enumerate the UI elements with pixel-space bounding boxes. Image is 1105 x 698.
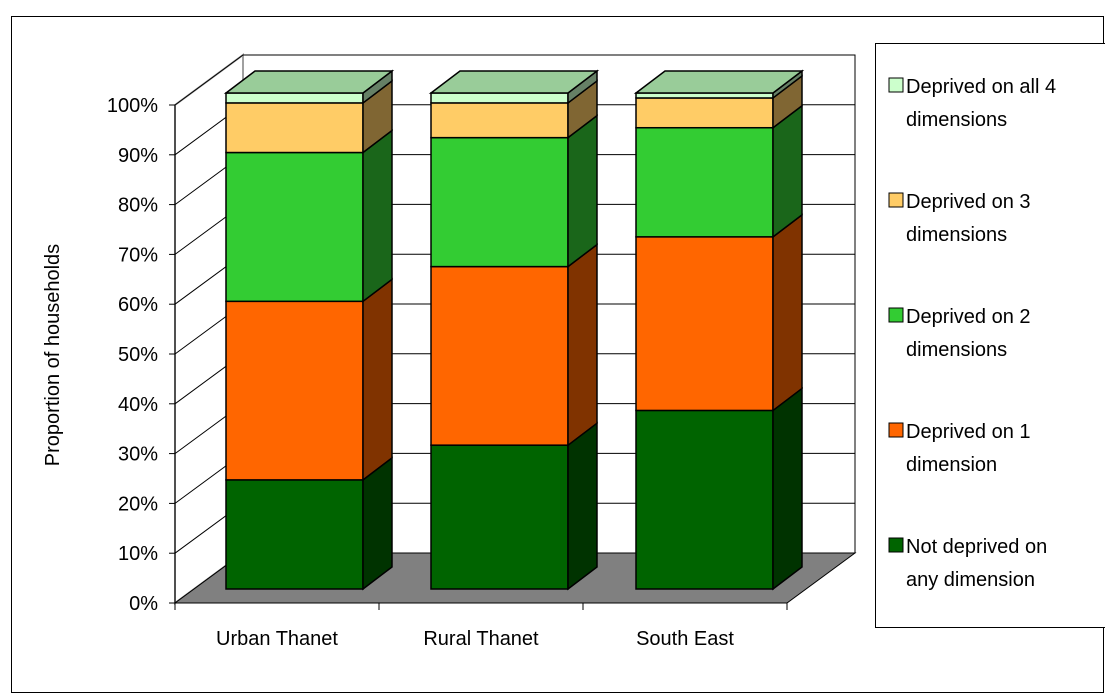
bar-segment bbox=[431, 93, 568, 103]
bar-segment bbox=[226, 480, 363, 589]
bar-stack bbox=[226, 71, 392, 589]
bar-top-face bbox=[226, 71, 392, 93]
bar-segment bbox=[431, 103, 568, 138]
legend-swatch bbox=[889, 308, 903, 322]
x-tick-labels: Urban Thanet Rural Thanet South East bbox=[216, 628, 734, 650]
bar-segment bbox=[636, 98, 773, 128]
legend-label: Not deprived on bbox=[906, 536, 1047, 558]
bar-segment-side bbox=[363, 458, 392, 589]
legend-swatch bbox=[889, 78, 903, 92]
bar-segment-side bbox=[773, 215, 802, 411]
bar-segment-side bbox=[773, 388, 802, 589]
y-tick-label: 20% bbox=[118, 493, 158, 515]
legend: Deprived on all 4 dimensions Deprived on 3… bbox=[876, 44, 1105, 628]
legend-label: dimensions bbox=[906, 109, 1007, 131]
y-tick-label: 30% bbox=[118, 444, 158, 466]
y-tick-label: 40% bbox=[118, 394, 158, 416]
bar-segment bbox=[226, 103, 363, 153]
bar-segment-side bbox=[363, 131, 392, 302]
bar-top-face bbox=[431, 71, 597, 93]
bar-segment-side bbox=[363, 279, 392, 480]
bar-segment bbox=[431, 138, 568, 267]
bar-segment bbox=[226, 153, 363, 302]
x-tick-label: Urban Thanet bbox=[216, 628, 338, 650]
y-tick-label: 50% bbox=[118, 344, 158, 366]
y-axis-label: Proportion of households bbox=[42, 244, 64, 466]
y-tick-label: 70% bbox=[118, 244, 158, 266]
bar-top-face bbox=[636, 71, 802, 93]
bar-segment-side bbox=[568, 116, 597, 267]
bar-segment-side bbox=[568, 423, 597, 589]
legend-label: dimensions bbox=[906, 224, 1007, 246]
bar-segment bbox=[636, 237, 773, 411]
bar-stack bbox=[431, 71, 597, 589]
bar-segment bbox=[431, 445, 568, 589]
legend-label: Deprived on 3 bbox=[906, 191, 1031, 213]
y-tick-label: 60% bbox=[118, 294, 158, 316]
legend-label: any dimension bbox=[906, 569, 1035, 591]
y-tick-label: 0% bbox=[129, 593, 158, 615]
legend-swatch bbox=[889, 538, 903, 552]
bar-segment bbox=[431, 267, 568, 446]
bar-segment bbox=[636, 410, 773, 589]
bar-segment bbox=[226, 301, 363, 480]
y-tick-label: 10% bbox=[118, 543, 158, 565]
y-tick-label: 90% bbox=[118, 145, 158, 167]
legend-label: Deprived on 1 bbox=[906, 421, 1031, 443]
legend-swatch bbox=[889, 423, 903, 437]
bar-segment-side bbox=[773, 106, 802, 237]
legend-label: Deprived on 2 bbox=[906, 306, 1031, 328]
y-tick-label: 80% bbox=[118, 195, 158, 217]
legend-label: dimension bbox=[906, 454, 997, 476]
bars bbox=[226, 71, 802, 589]
bar-segment bbox=[226, 93, 363, 103]
legend-swatch bbox=[889, 193, 903, 207]
x-tick-label: Rural Thanet bbox=[423, 628, 539, 650]
bar-segment bbox=[636, 128, 773, 237]
y-tick-label: 100% bbox=[107, 95, 158, 117]
x-tick-label: South East bbox=[636, 628, 734, 650]
legend-label: Deprived on all 4 bbox=[906, 76, 1056, 98]
bar-stack bbox=[636, 71, 802, 589]
bar-segment-side bbox=[568, 245, 597, 446]
legend-label: dimensions bbox=[906, 339, 1007, 361]
